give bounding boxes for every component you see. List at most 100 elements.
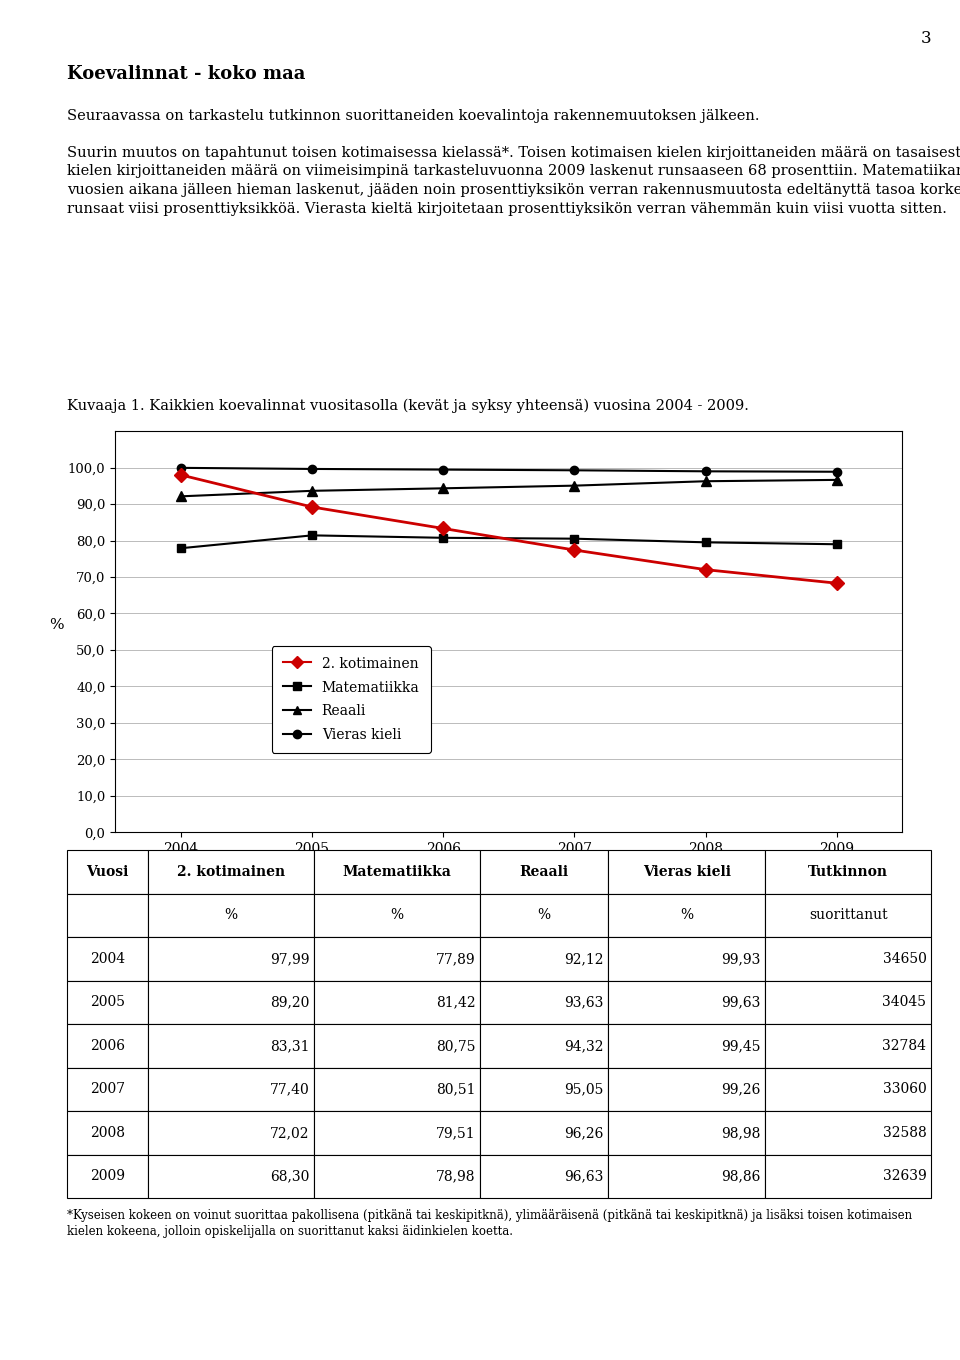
Text: 77,40: 77,40: [270, 1083, 309, 1096]
FancyBboxPatch shape: [480, 1024, 609, 1068]
Text: %: %: [225, 908, 237, 922]
Text: 89,20: 89,20: [270, 996, 309, 1009]
FancyBboxPatch shape: [67, 1155, 148, 1198]
Text: Koevalinnat - koko maa: Koevalinnat - koko maa: [67, 65, 305, 83]
FancyBboxPatch shape: [765, 1155, 931, 1198]
Text: 99,63: 99,63: [721, 996, 760, 1009]
Text: 34650: 34650: [882, 952, 926, 966]
Text: 80,51: 80,51: [436, 1083, 475, 1096]
Text: 80,75: 80,75: [436, 1039, 475, 1053]
FancyBboxPatch shape: [609, 850, 765, 894]
Text: Suurin muutos on tapahtunut toisen kotimaisessa kielassä*. Toisen kotimaisen kie: Suurin muutos on tapahtunut toisen kotim…: [67, 146, 960, 216]
FancyBboxPatch shape: [148, 850, 314, 894]
FancyBboxPatch shape: [314, 1024, 480, 1068]
Text: Vieras kieli: Vieras kieli: [642, 865, 731, 879]
Text: 33060: 33060: [882, 1083, 926, 1096]
Text: Tutkinnon: Tutkinnon: [808, 865, 888, 879]
FancyBboxPatch shape: [765, 1068, 931, 1111]
FancyBboxPatch shape: [148, 1111, 314, 1155]
Text: 96,63: 96,63: [564, 1170, 604, 1183]
FancyBboxPatch shape: [609, 981, 765, 1024]
Text: 2. kotimainen: 2. kotimainen: [177, 865, 285, 879]
Text: *Kyseisen kokeen on voinut suorittaa pakollisena (pitkänä tai keskipitknä), ylim: *Kyseisen kokeen on voinut suorittaa pak…: [67, 1209, 912, 1238]
Text: 32588: 32588: [882, 1126, 926, 1140]
Text: 2005: 2005: [90, 996, 125, 1009]
Text: 81,42: 81,42: [436, 996, 475, 1009]
Text: 94,32: 94,32: [564, 1039, 604, 1053]
FancyBboxPatch shape: [67, 981, 148, 1024]
Text: 98,98: 98,98: [721, 1126, 760, 1140]
FancyBboxPatch shape: [314, 1111, 480, 1155]
FancyBboxPatch shape: [67, 894, 148, 937]
FancyBboxPatch shape: [148, 981, 314, 1024]
FancyBboxPatch shape: [67, 1068, 148, 1111]
Text: %: %: [538, 908, 551, 922]
FancyBboxPatch shape: [480, 937, 609, 981]
FancyBboxPatch shape: [67, 1111, 148, 1155]
Text: %: %: [391, 908, 404, 922]
FancyBboxPatch shape: [609, 1155, 765, 1198]
Legend: 2. kotimainen, Matematiikka, Reaali, Vieras kieli: 2. kotimainen, Matematiikka, Reaali, Vie…: [272, 646, 431, 753]
FancyBboxPatch shape: [480, 1111, 609, 1155]
FancyBboxPatch shape: [314, 850, 480, 894]
Text: 83,31: 83,31: [270, 1039, 309, 1053]
Text: Seuraavassa on tarkastelu tutkinnon suorittaneiden koevalintoja rakennemuutoksen: Seuraavassa on tarkastelu tutkinnon suor…: [67, 109, 759, 122]
FancyBboxPatch shape: [480, 850, 609, 894]
Text: suorittanut: suorittanut: [809, 908, 887, 922]
FancyBboxPatch shape: [765, 894, 931, 937]
Text: 92,12: 92,12: [564, 952, 604, 966]
Text: 99,93: 99,93: [721, 952, 760, 966]
FancyBboxPatch shape: [148, 937, 314, 981]
FancyBboxPatch shape: [67, 1024, 148, 1068]
Text: 32784: 32784: [882, 1039, 926, 1053]
Y-axis label: %: %: [49, 617, 64, 631]
Text: Matematiikka: Matematiikka: [343, 865, 451, 879]
FancyBboxPatch shape: [765, 1024, 931, 1068]
Text: 95,05: 95,05: [564, 1083, 604, 1096]
Text: 79,51: 79,51: [436, 1126, 475, 1140]
Text: Vuosi: Vuosi: [86, 865, 129, 879]
Text: %: %: [680, 908, 693, 922]
FancyBboxPatch shape: [609, 1024, 765, 1068]
Text: 72,02: 72,02: [270, 1126, 309, 1140]
Text: 96,26: 96,26: [564, 1126, 604, 1140]
Text: 99,26: 99,26: [721, 1083, 760, 1096]
Text: 2009: 2009: [90, 1170, 125, 1183]
Text: 77,89: 77,89: [436, 952, 475, 966]
Text: 2008: 2008: [90, 1126, 125, 1140]
Text: 2004: 2004: [90, 952, 125, 966]
FancyBboxPatch shape: [148, 1155, 314, 1198]
FancyBboxPatch shape: [314, 1155, 480, 1198]
FancyBboxPatch shape: [314, 894, 480, 937]
FancyBboxPatch shape: [148, 1024, 314, 1068]
Text: 3: 3: [921, 30, 931, 48]
Text: 99,45: 99,45: [721, 1039, 760, 1053]
Text: 78,98: 78,98: [436, 1170, 475, 1183]
FancyBboxPatch shape: [765, 981, 931, 1024]
FancyBboxPatch shape: [314, 937, 480, 981]
Text: Reaali: Reaali: [519, 865, 569, 879]
FancyBboxPatch shape: [765, 850, 931, 894]
FancyBboxPatch shape: [314, 981, 480, 1024]
FancyBboxPatch shape: [148, 894, 314, 937]
Text: Kuvaaja 1. Kaikkien koevalinnat vuositasolla (kevät ja syksy yhteensä) vuosina 2: Kuvaaja 1. Kaikkien koevalinnat vuositas…: [67, 398, 749, 413]
Text: 34045: 34045: [882, 996, 926, 1009]
FancyBboxPatch shape: [148, 1068, 314, 1111]
FancyBboxPatch shape: [609, 1068, 765, 1111]
Text: 2007: 2007: [90, 1083, 125, 1096]
FancyBboxPatch shape: [67, 850, 148, 894]
FancyBboxPatch shape: [314, 1068, 480, 1111]
Text: 32639: 32639: [882, 1170, 926, 1183]
Text: 2006: 2006: [90, 1039, 125, 1053]
FancyBboxPatch shape: [609, 1111, 765, 1155]
FancyBboxPatch shape: [609, 937, 765, 981]
FancyBboxPatch shape: [480, 1155, 609, 1198]
FancyBboxPatch shape: [765, 1111, 931, 1155]
FancyBboxPatch shape: [480, 1068, 609, 1111]
Text: 93,63: 93,63: [564, 996, 604, 1009]
FancyBboxPatch shape: [609, 894, 765, 937]
FancyBboxPatch shape: [765, 937, 931, 981]
FancyBboxPatch shape: [480, 981, 609, 1024]
Text: 97,99: 97,99: [270, 952, 309, 966]
FancyBboxPatch shape: [67, 937, 148, 981]
